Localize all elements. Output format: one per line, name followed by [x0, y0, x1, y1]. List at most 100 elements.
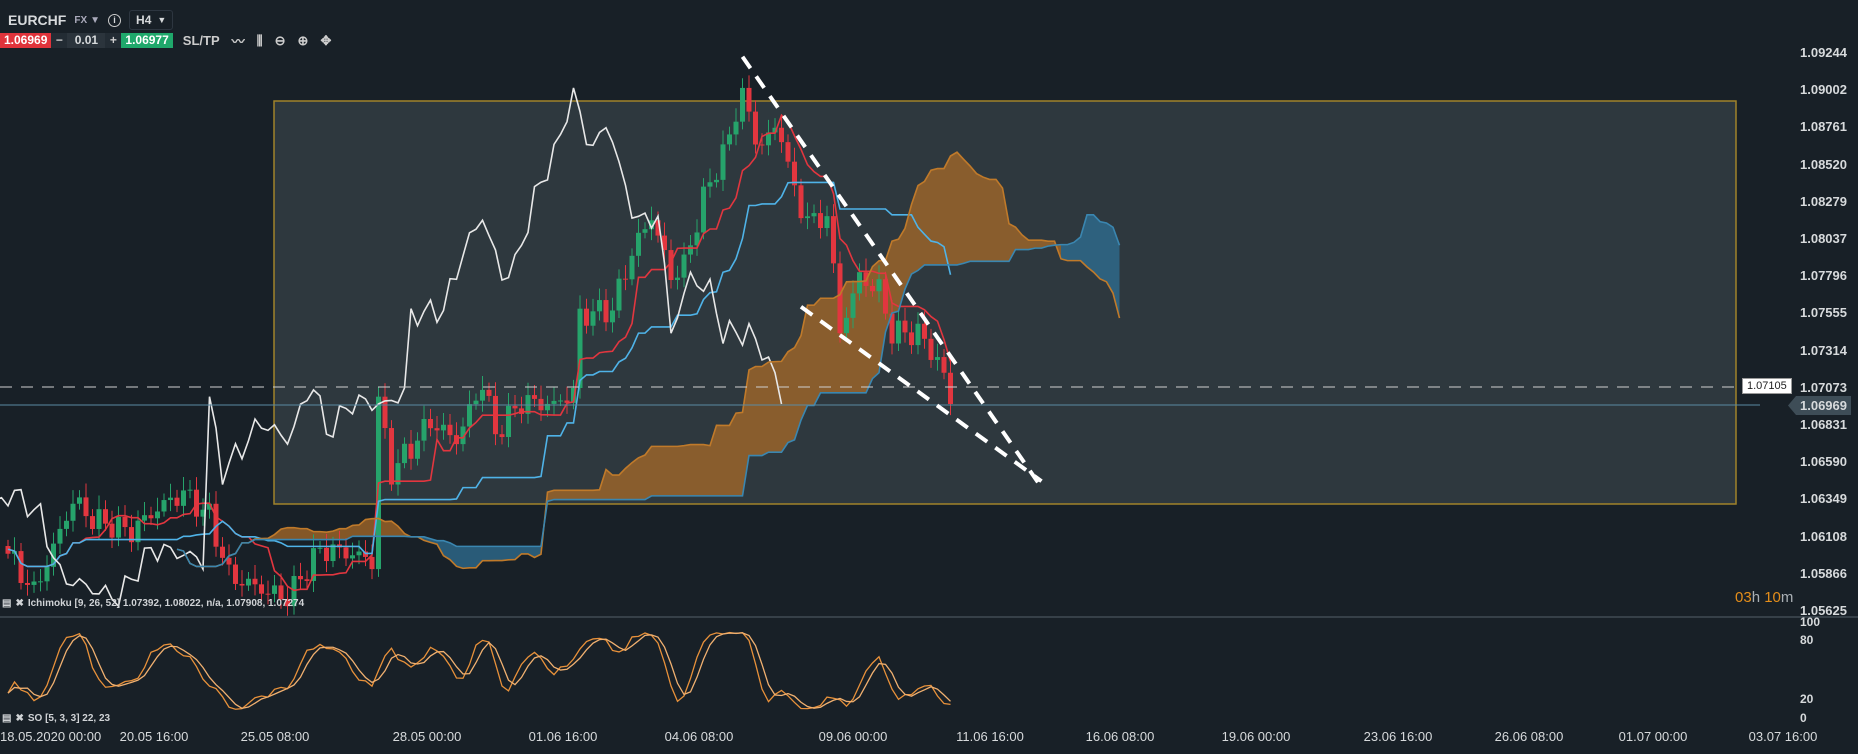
bullish-candle — [480, 389, 485, 401]
info-icon[interactable]: i — [108, 13, 122, 27]
market-label: FX — [74, 14, 88, 26]
remove-icon[interactable]: ✖ — [15, 713, 24, 724]
cloud-segment — [671, 446, 678, 496]
cloud-segment — [827, 298, 834, 393]
cloud-segment — [801, 305, 808, 421]
cloud-segment — [1080, 214, 1087, 267]
bullish-candle — [824, 216, 830, 229]
bearish-candle — [220, 546, 225, 558]
so-axis-80: 80 — [1800, 633, 1814, 647]
cloud-segment — [703, 444, 710, 496]
cloud-segment — [729, 413, 736, 496]
bearish-candle — [382, 396, 388, 429]
bullish-candle — [766, 132, 771, 146]
settings-icon[interactable]: ▤ — [2, 598, 12, 609]
bullish-candle — [272, 585, 277, 594]
indicators-icon[interactable]: ⫼ — [256, 32, 263, 48]
bullish-candle — [155, 511, 160, 519]
bullish-candle — [142, 515, 147, 521]
tenkan-sen-line — [7, 113, 952, 592]
trendline-drawing[interactable] — [740, 55, 1044, 489]
bullish-candle — [421, 418, 427, 441]
bearish-candle — [239, 583, 245, 586]
bearish-candle — [798, 185, 804, 219]
bearish-candle — [454, 435, 459, 445]
bearish-candle — [434, 428, 440, 431]
cloud-segment — [645, 446, 652, 500]
time-axis-label: 03.07 16:00 — [1748, 729, 1818, 744]
cloud-segment — [794, 335, 801, 440]
cloud-segment — [1028, 240, 1035, 250]
cloud-segment — [1022, 234, 1029, 250]
bearish-candle — [532, 395, 537, 399]
cloud-segment — [918, 181, 925, 271]
bearish-candle — [785, 142, 791, 162]
bullish-candle — [688, 245, 693, 255]
bearish-candle — [746, 87, 752, 112]
cloud-segment — [333, 528, 340, 540]
cloud-segment — [320, 531, 327, 540]
bearish-candle — [278, 585, 284, 600]
bullish-candle — [545, 403, 550, 411]
bullish-candle — [473, 400, 479, 405]
bullish-candle — [805, 216, 810, 219]
bearish-candle — [759, 144, 765, 146]
cloud-segment — [489, 546, 496, 561]
bearish-candle — [922, 323, 927, 339]
move-icon[interactable]: ✥ — [320, 32, 332, 48]
cloud-segment — [502, 546, 509, 561]
stochastic-oscillator — [7, 631, 951, 710]
sltp-button[interactable]: SL/TP — [182, 33, 220, 48]
chikou-span-line — [0, 87, 783, 608]
bearish-candle — [603, 300, 609, 323]
quantity-input[interactable]: 0.01 — [67, 33, 106, 48]
bullish-candle — [577, 308, 583, 388]
increase-quantity-button[interactable]: + — [105, 33, 122, 48]
sell-button[interactable]: 1.06969 — [0, 33, 52, 48]
buy-button[interactable]: 1.06977 — [121, 33, 173, 48]
symbol-name[interactable]: EURCHF — [8, 12, 67, 28]
cloud-segment — [274, 529, 281, 540]
cloud-segment — [996, 179, 1003, 262]
cloud-segment — [905, 204, 912, 290]
rectangle-drawing[interactable] — [273, 100, 1737, 505]
senkou-span-a-line — [176, 151, 1121, 570]
decrease-quantity-button[interactable]: − — [51, 33, 68, 48]
bullish-candle — [727, 134, 732, 145]
so-axis-100: 100 — [1800, 615, 1821, 629]
so-axis-20: 20 — [1800, 692, 1814, 706]
cloud-segment — [567, 490, 574, 500]
cloud-segment — [924, 170, 931, 265]
timeframe-dropdown[interactable]: H4 ▼ — [129, 10, 174, 30]
cloud-segment — [697, 444, 704, 496]
bearish-candle — [837, 263, 843, 334]
bearish-candle — [831, 216, 836, 264]
cloud-segment — [820, 298, 827, 393]
cloud-segment — [612, 475, 619, 500]
cloud-segment — [768, 361, 775, 453]
cloud-segment — [957, 152, 964, 265]
settings-icon[interactable]: ▤ — [2, 713, 12, 724]
bearish-candle — [129, 527, 134, 543]
chart-type-icon[interactable]: 〰 — [231, 34, 245, 49]
cloud-segment — [352, 524, 359, 537]
zoom-in-icon[interactable]: ⊕ — [297, 32, 309, 48]
zoom-out-icon[interactable]: ⊖ — [274, 32, 286, 48]
cloud-segment — [1093, 214, 1100, 279]
trendline-drawing[interactable] — [799, 305, 1043, 483]
cloud-segment — [814, 298, 821, 406]
bullish-candle — [246, 578, 251, 586]
time-axis-label: 01.06 16:00 — [528, 729, 598, 744]
cloud-segment — [586, 490, 593, 500]
remove-icon[interactable]: ✖ — [15, 598, 24, 609]
price-axis-label: 1.09002 — [1800, 82, 1847, 98]
cloud-segment — [300, 528, 307, 540]
bullish-candle — [506, 405, 511, 438]
market-dropdown[interactable]: FX ▼ — [74, 15, 100, 26]
bearish-candle — [655, 220, 661, 236]
bullish-candle — [181, 490, 186, 506]
cloud-segment — [950, 152, 957, 265]
bullish-candle — [135, 520, 141, 543]
bearish-candle — [662, 235, 667, 251]
